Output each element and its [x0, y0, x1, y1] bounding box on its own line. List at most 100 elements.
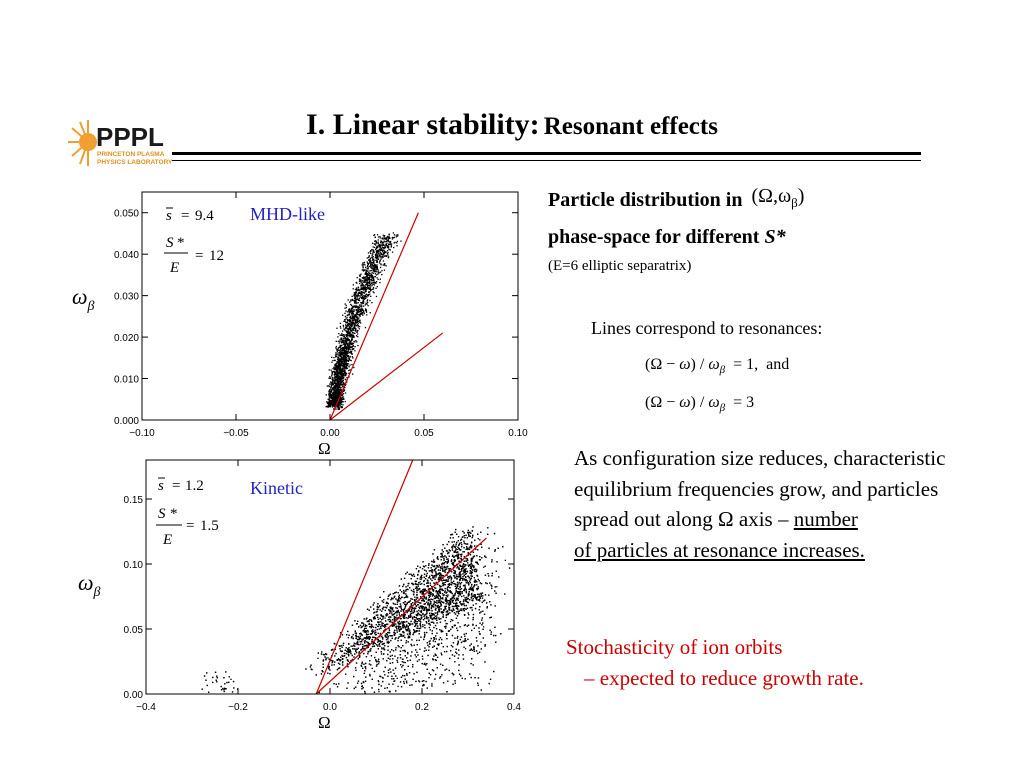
scatter-point — [364, 288, 366, 290]
scatter-point — [344, 346, 347, 348]
scatter-point — [335, 352, 337, 354]
scatter-point — [387, 240, 390, 242]
scatter-point — [341, 376, 343, 378]
scatter-point — [330, 388, 332, 390]
scatter-point — [339, 340, 341, 342]
scatter-point — [345, 352, 347, 355]
scatter-point — [369, 262, 371, 264]
scatter-point — [390, 243, 392, 246]
scatter-point — [343, 361, 346, 364]
scatter-point — [387, 237, 389, 239]
scatter-point — [371, 265, 373, 267]
chart-mhd-resonance-lines — [329, 212, 444, 421]
scatter-point — [344, 307, 346, 309]
scatter-point — [381, 247, 383, 249]
scatter-point — [349, 364, 351, 366]
scatter-point — [362, 265, 364, 267]
scatter-point — [341, 386, 344, 388]
scatter-point — [383, 249, 385, 251]
scatter-point — [336, 388, 339, 390]
scatter-point — [343, 359, 345, 361]
scatter-point — [335, 388, 337, 390]
scatter-point — [369, 283, 371, 286]
scatter-point — [328, 399, 330, 401]
scatter-point — [328, 369, 330, 371]
scatter-point — [363, 288, 365, 290]
scatter-point — [376, 254, 378, 256]
scatter-point — [331, 382, 334, 385]
scatter-point — [343, 343, 345, 345]
scatter-point — [341, 394, 344, 396]
scatter-point — [344, 329, 346, 331]
scatter-point — [347, 355, 349, 358]
scatter-point — [347, 344, 349, 346]
scatter-point — [346, 326, 348, 329]
scatter-point — [361, 308, 364, 310]
scatter-point — [355, 288, 357, 291]
scatter-point — [373, 280, 375, 282]
scatter-point — [342, 348, 344, 351]
scatter-point — [347, 355, 350, 357]
scatter-point — [354, 306, 357, 309]
scatter-point — [346, 314, 348, 316]
scatter-point — [343, 356, 345, 358]
scatter-point — [327, 405, 329, 407]
scatter-point — [363, 296, 365, 298]
scatter-point — [361, 295, 364, 298]
scatter-point — [342, 363, 344, 365]
scatter-point — [333, 408, 335, 410]
scatter-point — [347, 343, 349, 345]
scatter-point — [362, 314, 364, 316]
scatter-point — [355, 291, 357, 293]
scatter-point — [355, 305, 358, 307]
chart-mhd: −0.10 −0.05 0.00 0.05 0.100.0000.0100.0200.0… — [72, 191, 528, 458]
scatter-point — [391, 251, 394, 253]
scatter-point — [366, 282, 368, 284]
scatter-point — [368, 274, 371, 276]
scatter-point — [344, 312, 346, 314]
scatter-point — [349, 317, 351, 319]
scatter-point — [343, 383, 345, 385]
scatter-point — [344, 365, 346, 367]
scatter-point — [329, 406, 332, 408]
scatter-point — [339, 380, 341, 382]
scatter-point — [331, 378, 333, 380]
scatter-point — [331, 371, 333, 373]
scatter-point — [383, 235, 385, 238]
scatter-point — [330, 401, 332, 403]
scatter-point — [379, 249, 381, 251]
scatter-point — [339, 355, 342, 357]
scatter-point — [345, 356, 348, 358]
scatter-point — [349, 301, 351, 303]
scatter-point — [362, 295, 364, 297]
scatter-point — [349, 310, 352, 312]
scatter-point — [358, 291, 360, 294]
scatter-point — [353, 332, 356, 334]
scatter-point — [360, 322, 362, 324]
scatter-point — [348, 358, 351, 361]
scatter-point — [340, 396, 342, 399]
scatter-point — [331, 400, 333, 402]
scatter-point — [382, 260, 385, 262]
scatter-point — [343, 334, 345, 336]
scatter-point — [348, 335, 350, 337]
scatter-point — [333, 395, 336, 397]
scatter-point — [338, 358, 341, 361]
scatter-point — [338, 392, 341, 394]
scatter-point — [339, 381, 341, 383]
scatter-point — [374, 266, 376, 269]
scatter-point — [346, 348, 349, 350]
scatter-point — [342, 326, 345, 328]
scatter-point — [389, 241, 391, 243]
scatter-point — [397, 685, 399, 688]
scatter-point — [340, 363, 343, 365]
scatter-point — [340, 338, 342, 340]
scatter-point — [377, 269, 379, 271]
scatter-point — [343, 340, 345, 342]
scatter-point — [335, 393, 337, 395]
scatter-point — [345, 362, 347, 364]
scatter-point — [339, 339, 341, 341]
scatter-point — [374, 281, 376, 283]
scatter-point — [369, 265, 372, 267]
scatter-point — [387, 236, 389, 238]
